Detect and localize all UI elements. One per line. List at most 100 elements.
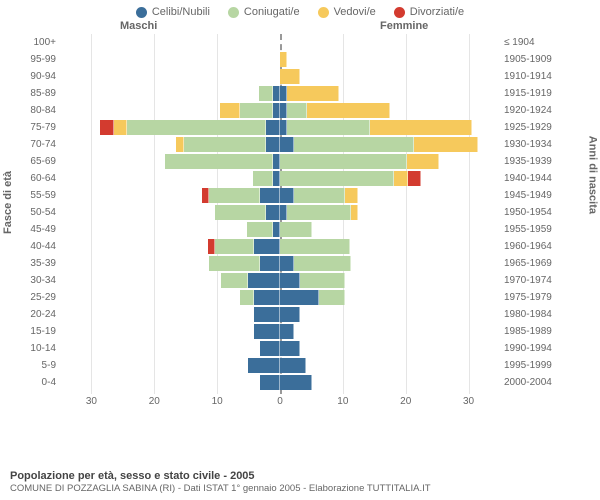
segment: [280, 69, 300, 84]
bar-female: [280, 222, 312, 237]
bar-male: [221, 273, 280, 288]
age-label: 100+: [12, 34, 56, 51]
age-row: 20-241980-1984: [60, 306, 500, 323]
age-row: 75-791925-1929: [60, 119, 500, 136]
bar-male: [240, 290, 280, 305]
bar-male: [260, 375, 280, 390]
birth-label: ≤ 1904: [504, 34, 562, 51]
age-row: 80-841920-1924: [60, 102, 500, 119]
bar-female: [280, 375, 312, 390]
legend: Celibi/NubiliConiugati/eVedovi/eDivorzia…: [0, 0, 600, 20]
bar-male: [248, 358, 280, 373]
segment: [114, 120, 128, 135]
bar-male: [254, 324, 280, 339]
bar-male: [176, 137, 280, 152]
segment: [260, 256, 280, 271]
segment: [220, 103, 240, 118]
segment: [240, 290, 254, 305]
birth-label: 1945-1949: [504, 187, 562, 204]
age-label: 85-89: [12, 85, 56, 102]
segment: [266, 137, 280, 152]
age-label: 65-69: [12, 153, 56, 170]
segment: [280, 290, 319, 305]
legend-label: Divorziati/e: [410, 6, 464, 18]
birth-label: 1925-1929: [504, 119, 562, 136]
segment: [247, 222, 273, 237]
x-tick: 10: [212, 396, 223, 407]
age-row: 15-191985-1989: [60, 323, 500, 340]
segment: [215, 205, 266, 220]
segment: [215, 239, 254, 254]
bar-female: [280, 358, 306, 373]
age-label: 25-29: [12, 289, 56, 306]
segment: [260, 341, 280, 356]
segment: [280, 86, 287, 101]
x-axis: 3020100102030: [60, 396, 500, 412]
age-row: 95-991905-1909: [60, 51, 500, 68]
segment: [294, 256, 352, 271]
bar-male: [165, 154, 280, 169]
age-label: 55-59: [12, 187, 56, 204]
segment: [273, 171, 280, 186]
age-label: 10-14: [12, 340, 56, 357]
age-row: 0-42000-2004: [60, 374, 500, 391]
bar-male: [209, 256, 280, 271]
bar-male: [254, 307, 280, 322]
plot-area: 3020100102030 100+≤ 190495-991905-190990…: [60, 34, 500, 412]
bar-female: [280, 273, 345, 288]
segment: [414, 137, 478, 152]
age-row: 50-541950-1954: [60, 204, 500, 221]
age-label: 80-84: [12, 102, 56, 119]
segment: [273, 154, 280, 169]
bar-male: [247, 222, 280, 237]
age-row: 10-141990-1994: [60, 340, 500, 357]
birth-label: 1905-1909: [504, 51, 562, 68]
bar-female: [280, 86, 339, 101]
segment: [202, 188, 209, 203]
birth-label: 1965-1969: [504, 255, 562, 272]
segment: [254, 307, 280, 322]
segment: [280, 341, 300, 356]
segment: [280, 307, 300, 322]
bar-male: [260, 341, 280, 356]
age-label: 20-24: [12, 306, 56, 323]
segment: [280, 324, 294, 339]
segment: [287, 205, 351, 220]
segment: [408, 171, 422, 186]
age-label: 40-44: [12, 238, 56, 255]
x-tick: 20: [149, 396, 160, 407]
birth-label: 1975-1979: [504, 289, 562, 306]
age-label: 15-19: [12, 323, 56, 340]
segment: [287, 86, 338, 101]
birth-label: 1940-1944: [504, 170, 562, 187]
segment: [248, 358, 280, 373]
age-label: 95-99: [12, 51, 56, 68]
segment: [280, 375, 312, 390]
chart-footer: Popolazione per età, sesso e stato civil…: [10, 470, 431, 494]
segment: [345, 188, 359, 203]
segment: [254, 239, 280, 254]
legend-item: Divorziati/e: [394, 6, 464, 18]
age-label: 45-49: [12, 221, 56, 238]
bar-female: [280, 256, 351, 271]
age-label: 5-9: [12, 357, 56, 374]
age-label: 0-4: [12, 374, 56, 391]
segment: [184, 137, 267, 152]
segment: [209, 188, 260, 203]
bar-female: [280, 69, 300, 84]
segment: [209, 256, 260, 271]
age-label: 60-64: [12, 170, 56, 187]
segment: [273, 86, 280, 101]
age-row: 90-941910-1914: [60, 68, 500, 85]
x-tick: 10: [337, 396, 348, 407]
segment: [165, 154, 273, 169]
segment: [280, 222, 312, 237]
bar-male: [215, 205, 280, 220]
segment: [253, 171, 273, 186]
bar-female: [280, 137, 478, 152]
segment: [100, 120, 114, 135]
segment: [280, 52, 287, 67]
legend-swatch: [228, 7, 239, 18]
age-row: 70-741930-1934: [60, 136, 500, 153]
segment: [266, 120, 280, 135]
